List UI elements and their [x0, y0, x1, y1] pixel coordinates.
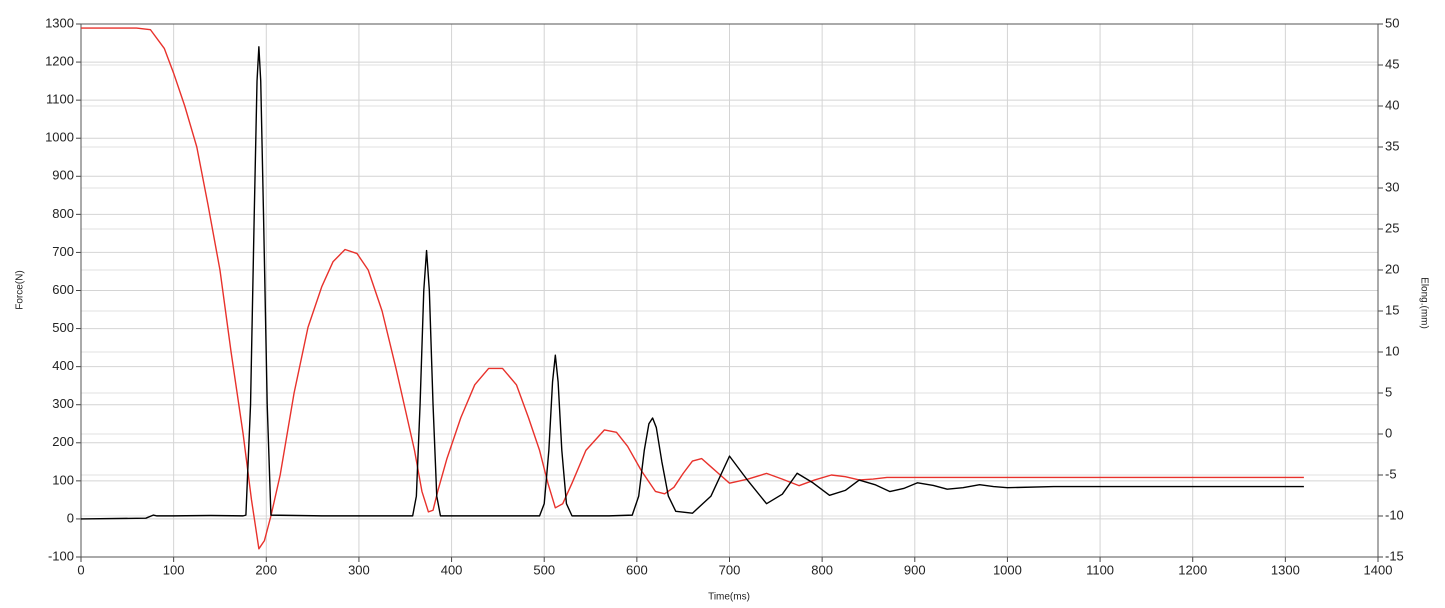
y2-tick-label: 45	[1385, 56, 1399, 71]
y2-tick-label: 20	[1385, 261, 1399, 276]
y-tick-label: 0	[67, 510, 74, 525]
x-tick-label: 1200	[1178, 562, 1207, 577]
x-tick-label: 700	[719, 562, 741, 577]
y-tick-label: -100	[48, 548, 74, 563]
x-tick-label: 100	[163, 562, 185, 577]
y2-tick-label: -5	[1385, 466, 1397, 481]
y2-tick-label: -10	[1385, 507, 1404, 522]
y-tick-label: 500	[52, 320, 74, 335]
y-tick-label: 200	[52, 434, 74, 449]
y2-tick-label: 50	[1385, 15, 1399, 30]
x-axis-label: Time(ms)	[708, 592, 750, 603]
y2-tick-label: 30	[1385, 179, 1399, 194]
x-tick-label: 1300	[1271, 562, 1300, 577]
y2-tick-label: 10	[1385, 343, 1399, 358]
data-line	[80, 46, 1304, 520]
y-tick-label: 900	[52, 168, 74, 183]
y-axis-label: Force(N)	[15, 270, 26, 309]
y-tick-label: 1300	[45, 15, 74, 30]
y-tick-label: 1000	[45, 130, 74, 145]
y-tick-label: 1100	[46, 92, 74, 107]
x-tick-label: 1400	[1364, 562, 1393, 577]
x-tick-label: 1100	[1086, 562, 1114, 577]
y2-tick-label: -15	[1385, 548, 1404, 563]
x-tick-label: 500	[533, 562, 555, 577]
x-tick-label: 1000	[993, 562, 1022, 577]
x-tick-label: 400	[441, 562, 463, 577]
y-tick-label: 1200	[45, 54, 74, 69]
y-tick-label: 600	[52, 282, 74, 297]
y2-tick-label: 5	[1385, 384, 1392, 399]
x-tick-label: 800	[811, 562, 833, 577]
y-tick-label: 800	[52, 206, 74, 221]
x-tick-label: 900	[904, 562, 926, 577]
y-tick-label: 100	[52, 472, 74, 487]
y2-tick-label: 15	[1385, 302, 1399, 317]
x-tick-label: 600	[626, 562, 648, 577]
y-tick-label: 300	[52, 396, 74, 411]
y-tick-label: 700	[52, 244, 74, 259]
y2-tick-label: 40	[1385, 97, 1399, 112]
y2-axis-label: Elong.(mm)	[1418, 277, 1429, 329]
data-line	[81, 27, 1304, 550]
y2-tick-label: 0	[1385, 425, 1392, 440]
x-tick-label: 200	[255, 562, 277, 577]
y-tick-label: 400	[52, 358, 74, 373]
x-tick-label: 300	[348, 562, 370, 577]
plot-frame	[80, 23, 1379, 558]
x-tick-label: 0	[77, 562, 84, 577]
y2-tick-label: 25	[1385, 220, 1399, 235]
y2-tick-label: 35	[1385, 138, 1399, 153]
